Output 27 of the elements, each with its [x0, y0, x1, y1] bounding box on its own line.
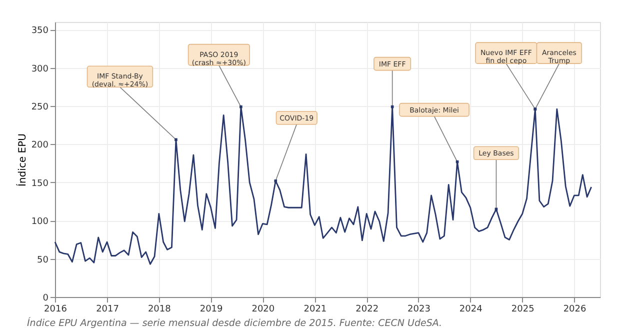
- x-tick-label: 2016: [44, 304, 68, 314]
- x-tick-label: 2023: [408, 304, 430, 314]
- y-tick-label: 300: [31, 64, 49, 74]
- x-tick-label: 2025: [511, 304, 534, 314]
- y-tick-label: 50: [37, 255, 49, 266]
- x-tick-label: 2022: [356, 304, 379, 314]
- y-tick-label: 200: [31, 140, 49, 151]
- y-axis-title: Índice EPU: [15, 134, 28, 186]
- x-tick-label: 2018: [148, 304, 172, 314]
- line-series: [54, 105, 592, 265]
- y-tick-label: 0: [42, 294, 49, 304]
- y-tick-label: 250: [31, 102, 49, 113]
- x-tick-label: 2019: [200, 304, 224, 314]
- text: Índice EPU Argentina — serie mensual desde diciembre de 2015. Fuente: CECN UdeSA.: [27, 317, 442, 329]
- x-tick-label: 2024: [459, 304, 483, 314]
- point: [240, 105, 242, 108]
- point: [274, 179, 278, 182]
- x-tick-label: 2021: [304, 304, 327, 314]
- point: [174, 138, 178, 142]
- point: [534, 108, 537, 110]
- x-tick-label: 2017: [96, 304, 119, 314]
- x-tick-label: 2026: [563, 304, 586, 314]
- x-tick-label: 2020: [252, 304, 275, 314]
- y-tick-label: 100: [31, 217, 49, 228]
- y-tick-label: 150: [31, 178, 49, 189]
- y-tick-label: 350: [31, 26, 49, 36]
- point: [494, 208, 498, 211]
